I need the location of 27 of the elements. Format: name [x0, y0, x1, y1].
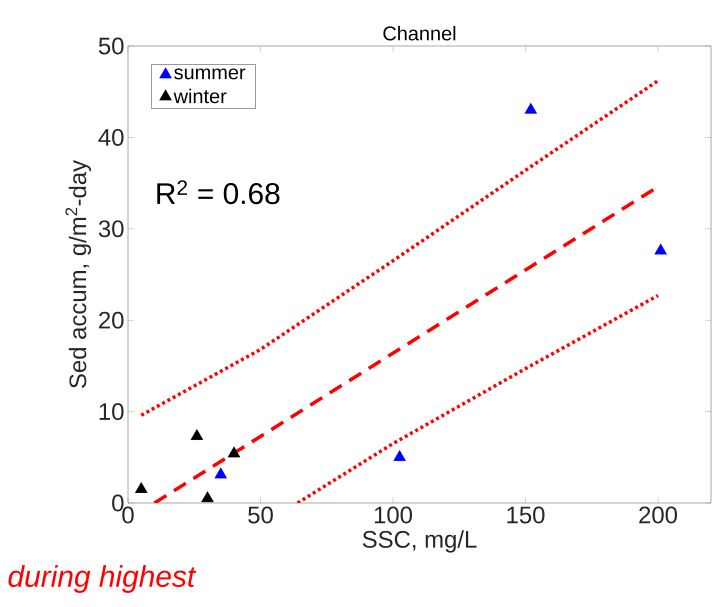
annotation: R$^{2}$ = 0.68	[157, 180, 280, 204]
text: during highest	[8, 565, 196, 593]
point	[393, 450, 406, 461]
legend-label: summer	[174, 68, 246, 80]
x-tick-label: 150	[507, 506, 545, 524]
x-axis-title: SSC, mg/L	[362, 530, 476, 553]
point	[201, 491, 214, 502]
y-tick-label: 10	[100, 403, 124, 420]
line-series	[140, 78, 660, 418]
x-tick-label: 100	[374, 506, 412, 524]
line-series	[296, 294, 660, 503]
y-tick-label: 20	[99, 312, 124, 329]
point	[134, 482, 148, 493]
y-tick-label: 30	[98, 220, 124, 238]
point	[214, 467, 228, 478]
point	[228, 446, 240, 458]
legend-label: winter	[174, 88, 226, 104]
y-tick-label: 0	[112, 494, 124, 512]
x-tick-label: 200	[639, 506, 678, 524]
y-tick-label: 40	[98, 128, 124, 146]
chart-title: Channel	[383, 26, 456, 40]
point	[524, 102, 538, 114]
y-axis-title: Sed accum, g/m$^{2}$-day	[65, 160, 92, 388]
point	[654, 244, 667, 254]
x-tick-label: 50	[248, 506, 273, 524]
point	[190, 429, 204, 440]
y-tick-label: 50	[98, 38, 124, 54]
